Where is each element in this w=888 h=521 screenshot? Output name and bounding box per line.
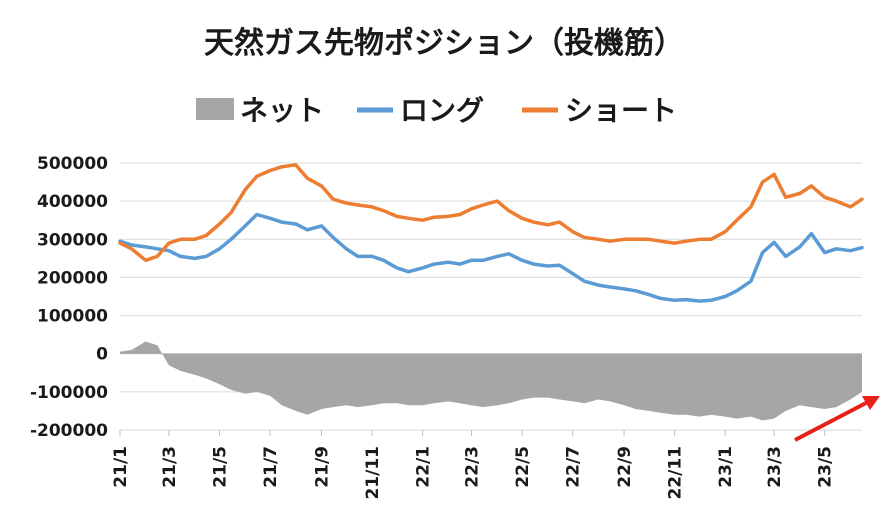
legend-swatch-net xyxy=(196,98,234,120)
x-tick-label: 21/3 xyxy=(160,446,180,488)
x-tick-label: 22/3 xyxy=(463,446,483,488)
plot-area xyxy=(118,163,864,421)
legend-label-short: ショート xyxy=(565,94,677,127)
x-tick-label: 22/1 xyxy=(414,446,434,488)
x-tick-label: 21/9 xyxy=(312,446,332,488)
y-tick-label: 300000 xyxy=(37,230,108,250)
x-tick-label: 22/11 xyxy=(666,446,686,500)
y-tick-label: 200000 xyxy=(37,268,108,288)
x-tick-label: 22/9 xyxy=(615,446,635,488)
x-tick-label: 23/1 xyxy=(716,446,736,488)
y-tick-label: -200000 xyxy=(30,421,108,441)
legend-label-long: ロング xyxy=(400,94,484,127)
chart-title: 天然ガス先物ポジション（投機筋） xyxy=(204,26,684,61)
series-line-long xyxy=(118,212,864,303)
x-tick-label: 21/1 xyxy=(111,446,131,488)
x-tick-label: 23/3 xyxy=(765,446,785,488)
x-tick-label: 22/5 xyxy=(513,446,533,488)
series-line-short xyxy=(118,163,864,263)
legend-label-net: ネット xyxy=(240,94,324,127)
x-tick-label: 23/5 xyxy=(816,446,836,488)
y-tick-label: 500000 xyxy=(37,154,108,174)
trend-arrow xyxy=(794,396,880,442)
trend-arrow-shaft xyxy=(794,401,867,442)
x-tick-label: 21/5 xyxy=(210,446,230,488)
legend: ネット ロング ショート xyxy=(196,94,677,127)
y-tick-label: -100000 xyxy=(30,383,108,403)
trend-arrow-head xyxy=(862,396,880,410)
y-tick-label: 400000 xyxy=(37,192,108,212)
x-tick-label: 21/11 xyxy=(363,446,383,500)
y-tick-label: 0 xyxy=(96,345,108,365)
series-area-net xyxy=(120,341,862,421)
y-tick-label: 100000 xyxy=(37,307,108,327)
x-tick-label: 21/7 xyxy=(261,446,281,488)
x-axis-ticks: 21/1 21/3 21/5 21/7 21/9 21/11 22/1 22/3 22/5 22/… xyxy=(111,430,836,500)
x-tick-label: 22/7 xyxy=(564,446,584,488)
y-axis-ticks: 500000 400000 300000 200000 100000 0 -100000 -2… xyxy=(30,154,108,441)
